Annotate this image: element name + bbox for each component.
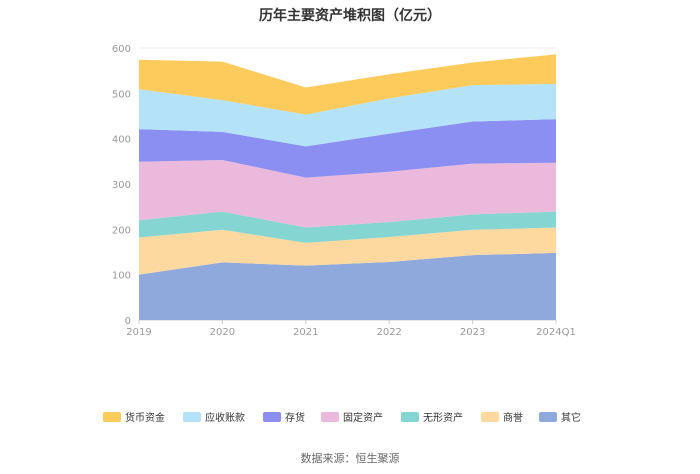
area-series	[139, 54, 556, 320]
legend-swatch	[321, 412, 339, 422]
x-tick-label: 2019	[126, 327, 151, 338]
y-tick-label: 0	[125, 316, 131, 327]
legend-label: 商誉	[503, 411, 523, 424]
legend-label: 其它	[561, 411, 581, 424]
chart-title: 历年主要资产堆积图（亿元）	[259, 7, 441, 24]
legend-item[interactable]: 商誉	[481, 411, 523, 424]
legend-item[interactable]: 存货	[263, 411, 305, 424]
legend-item[interactable]: 应收账款	[183, 411, 245, 424]
x-tick-label: 2023	[460, 327, 485, 338]
legend-label: 存货	[285, 411, 305, 424]
area-1	[139, 227, 556, 275]
y-tick-label: 500	[112, 89, 131, 100]
x-tick-label: 2022	[376, 327, 401, 338]
legend-item[interactable]: 固定资产	[321, 411, 383, 424]
x-tick-label: 2024Q1	[536, 327, 576, 338]
legend-swatch	[183, 412, 201, 422]
legend-label: 固定资产	[343, 411, 383, 424]
legend-swatch	[481, 412, 499, 422]
legend-swatch	[539, 412, 557, 422]
legend-item[interactable]: 无形资产	[401, 411, 463, 424]
area-6	[139, 54, 556, 115]
legend-item[interactable]: 货币资金	[103, 411, 165, 424]
source-note: 数据来源：恒生聚源	[301, 451, 400, 465]
x-axis: 2019 2020 2021 2022 2023 2024Q1	[126, 320, 576, 338]
area-4	[139, 119, 556, 178]
legend-swatch	[263, 412, 281, 422]
legend-label: 货币资金	[125, 411, 165, 424]
area-5	[139, 83, 556, 147]
area-0	[139, 252, 556, 320]
x-tick-label: 2021	[293, 327, 318, 338]
legend: 货币资金 应收账款 存货 固定资产 无形资产 商誉 其它	[103, 411, 581, 424]
y-tick-label: 600	[112, 44, 131, 55]
legend-swatch	[103, 412, 121, 422]
y-tick-label: 200	[112, 225, 131, 236]
legend-swatch	[401, 412, 419, 422]
legend-item[interactable]: 其它	[539, 411, 581, 424]
legend-label: 无形资产	[423, 411, 463, 424]
legend-label: 应收账款	[205, 411, 245, 424]
area-2	[139, 211, 556, 243]
y-tick-label: 100	[112, 271, 131, 282]
y-tick-label: 400	[112, 135, 131, 146]
y-axis: 0 100 200 300 400 500 600	[112, 44, 131, 327]
area-3	[139, 159, 556, 228]
x-tick-label: 2020	[210, 327, 235, 338]
y-tick-label: 300	[112, 180, 131, 191]
